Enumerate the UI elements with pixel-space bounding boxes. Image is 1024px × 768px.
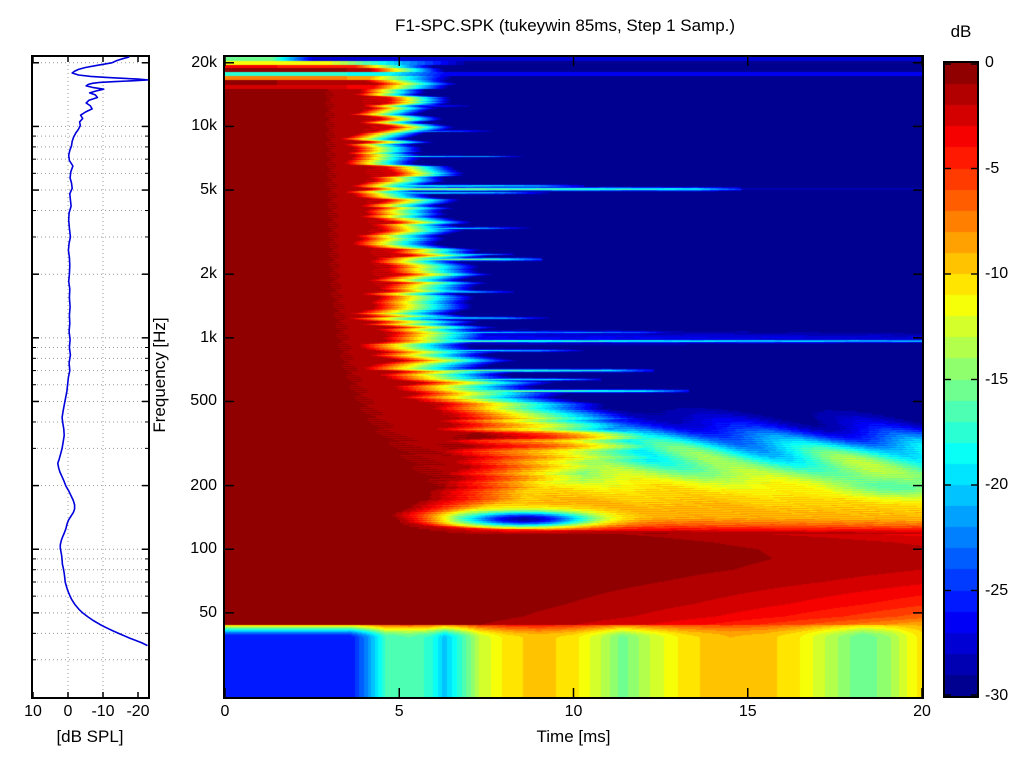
y-tick-label: 10k	[191, 117, 217, 135]
colorbar-tick-label: -5	[985, 159, 1000, 177]
colorbar-tick-label: 0	[985, 54, 994, 71]
side-x-tick-label: -20	[126, 703, 150, 720]
y-tick-label: 50	[199, 603, 217, 621]
colorbar-tick-label: -30	[985, 687, 1009, 704]
main-plot-ticks	[224, 57, 923, 697]
side-x-tick-label: 0	[63, 703, 73, 720]
colorbar-ticks	[945, 63, 977, 696]
colorbar-tick-label: -25	[985, 581, 1009, 599]
y-axis-label: Frequency [Hz]	[150, 317, 169, 433]
x-tick-label: 10	[564, 703, 583, 720]
colorbar-tick-label: -15	[985, 370, 1009, 388]
y-tick-label: 2k	[200, 265, 217, 283]
y-tick-label: 1k	[200, 328, 217, 346]
x-axis-label: Time [ms]	[536, 727, 611, 746]
y-tick-label: 200	[190, 476, 217, 494]
side-panel-x-label: [dB SPL]	[56, 727, 124, 746]
colorbar-tick-label: -10	[985, 265, 1009, 282]
colorbar-title: dB	[950, 22, 972, 41]
colorbar-tick-label: -20	[985, 476, 1009, 493]
y-tick-label: 20k	[191, 53, 217, 71]
chart-title: F1-SPC.SPK (tukeywin 85ms, Step 1 Samp.)	[394, 16, 736, 35]
response-curve-panel	[32, 56, 149, 697]
x-tick-label: 5	[394, 703, 404, 720]
x-tick-label: 20	[913, 703, 931, 720]
side-panel-frame	[31, 55, 150, 699]
y-tick-label: 100	[190, 540, 217, 558]
frequency-response-curve	[56, 56, 149, 647]
y-tick-label: 500	[190, 392, 217, 410]
side-x-tick-label: -10	[91, 703, 115, 720]
x-tick-label: 15	[738, 703, 757, 720]
spectrogram-canvas	[225, 57, 922, 697]
side-x-tick-label: 10	[24, 703, 42, 720]
y-tick-label: 5k	[200, 181, 217, 199]
x-tick-label: 0	[220, 703, 230, 720]
